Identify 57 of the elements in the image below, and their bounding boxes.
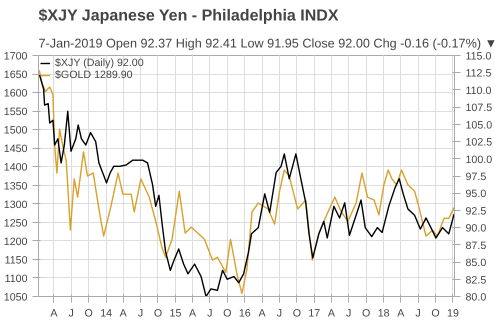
y-tick-label: 1250 — [4, 217, 28, 230]
y2-tick-label: 85.0 — [466, 257, 486, 270]
y-tick-label: 1450 — [4, 143, 28, 156]
x-tick-label: 18 — [378, 308, 390, 320]
x-tick-label: A — [258, 308, 267, 320]
x-tick-label: A — [50, 308, 58, 320]
y2-tick-label: 87.5 — [466, 240, 486, 252]
y2-tick-label: 115.0 — [466, 50, 492, 62]
x-tick-label: O — [362, 308, 370, 320]
chart-title: $XJY Japanese Yen - Philadelphia INDX — [38, 8, 339, 24]
y2-tick-label: 107.5 — [466, 102, 492, 114]
y2-tick-label: 95.0 — [466, 188, 486, 200]
y2-tick-label: 97.5 — [466, 171, 486, 183]
x-tick-label: 14 — [100, 308, 112, 320]
chart-subtitle: 7-Jan-2019 Open 92.37 High 92.41 Low 91.95 Close 92.00 Chg -0.16 (-0.17%) ▼ — [38, 36, 495, 50]
y-tick-label: 1200 — [4, 236, 28, 248]
y-tick-label: 1050 — [4, 292, 28, 304]
x-tick-label: O — [154, 308, 162, 320]
y2-tick-label: 112.5 — [466, 68, 492, 80]
y2-tick-label: 100.0 — [466, 154, 492, 166]
y-tick-label: 1350 — [4, 180, 28, 192]
x-tick-label: O — [292, 308, 301, 320]
x-tick-label: A — [189, 308, 197, 320]
x-tick-label: A — [120, 308, 128, 320]
y-tick-label: 1600 — [4, 88, 28, 100]
y-tick-label: 1650 — [4, 69, 28, 82]
y2-tick-label: 80.0 — [466, 292, 486, 304]
x-tick-label: A — [397, 308, 406, 320]
y-tick-label: 1300 — [4, 198, 28, 211]
x-tick-label: J — [276, 308, 282, 320]
y-tick-label: 1100 — [4, 272, 28, 285]
x-tick-label: J — [207, 308, 213, 320]
x-tick-label: O — [431, 308, 440, 320]
series-label: $XJY (Daily) 92.00 — [55, 57, 144, 69]
y2-tick-label: 105.0 — [466, 119, 492, 132]
x-tick-label: 16 — [238, 308, 251, 320]
x-tick-label: O — [223, 308, 232, 320]
y-tick-label: 1400 — [4, 162, 28, 174]
x-tick-label: J — [68, 308, 74, 320]
y2-tick-label: 92.5 — [466, 205, 486, 218]
x-tick-label: J — [138, 308, 144, 320]
x-tick-label: J — [346, 308, 352, 320]
y-tick-label: 1150 — [4, 254, 28, 266]
x-tick-label: A — [328, 308, 336, 320]
y-tick-label: 1500 — [4, 124, 28, 137]
x-tick-label: 15 — [170, 308, 182, 320]
y-tick-label: 1550 — [4, 106, 28, 118]
x-tick-label: 19 — [447, 308, 459, 320]
x-tick-label: J — [415, 308, 421, 320]
y2-tick-label: 102.5 — [466, 136, 492, 149]
x-tick-label: O — [84, 308, 93, 320]
x-tick-label: 17 — [308, 308, 320, 320]
y2-tick-label: 90.0 — [466, 222, 486, 235]
y2-tick-label: 82.5 — [466, 274, 486, 286]
y2-tick-label: 110.0 — [466, 84, 492, 97]
series-label: $GOLD 1289.90 — [55, 69, 133, 81]
y-tick-label: 1700 — [4, 50, 28, 62]
